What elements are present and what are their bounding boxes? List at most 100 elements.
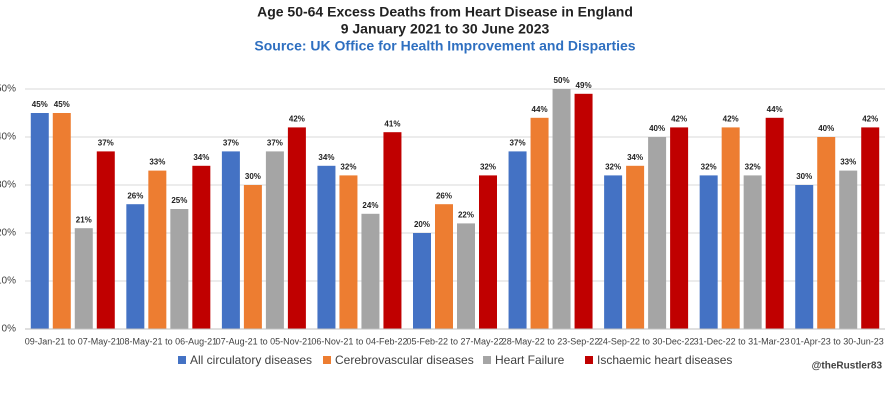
value-label: 32% <box>701 163 717 172</box>
bar <box>435 204 453 329</box>
x-tick-label: 07-Aug-21 to 05-Nov-21 <box>216 336 313 346</box>
bar <box>126 204 145 329</box>
value-label: 33% <box>149 158 165 167</box>
value-label: 37% <box>510 139 526 148</box>
legend-swatch <box>585 356 593 364</box>
value-label: 45% <box>54 100 70 109</box>
x-tick-label: 05-Feb-22 to 27-May-22 <box>406 336 503 346</box>
bar <box>96 151 115 329</box>
value-label: 24% <box>362 201 378 210</box>
bar <box>339 175 358 329</box>
y-tick-label: 10% <box>0 276 16 287</box>
value-label: 32% <box>340 163 356 172</box>
bar <box>530 117 549 329</box>
value-label: 26% <box>127 191 143 200</box>
value-label: 34% <box>318 153 334 162</box>
bar <box>626 165 645 329</box>
value-label: 37% <box>267 139 283 148</box>
chart-title: Age 50-64 Excess Deaths from Heart Disea… <box>257 4 633 20</box>
bar <box>74 228 93 329</box>
bar <box>604 175 623 329</box>
bar <box>817 137 836 329</box>
value-label: 37% <box>223 139 239 148</box>
x-tick-label: 06-Nov-21 to 04-Feb-22 <box>311 336 407 346</box>
value-label: 42% <box>862 115 878 124</box>
bar <box>457 223 475 329</box>
bar <box>508 151 527 329</box>
value-label: 34% <box>627 153 643 162</box>
value-label: 33% <box>840 158 856 167</box>
bar <box>743 175 762 329</box>
x-tick-label: 24-Sep-22 to 30-Dec-22 <box>598 336 695 346</box>
value-label: 32% <box>605 163 621 172</box>
value-label: 50% <box>554 76 570 85</box>
bar <box>243 185 262 329</box>
bar <box>287 127 306 330</box>
bar <box>699 175 718 329</box>
x-tick-label: 31-Dec-22 to 31-Mar-23 <box>694 336 790 346</box>
y-tick-label: 30% <box>0 180 16 191</box>
chart-subtitle: 9 January 2021 to 30 June 2023 <box>341 21 550 37</box>
value-label: 45% <box>32 100 48 109</box>
bar <box>795 185 814 329</box>
value-label: 41% <box>384 119 400 128</box>
legend-label: Ischaemic heart diseases <box>597 353 732 367</box>
x-tick-label: 08-May-21 to 06-Aug-21 <box>120 336 218 346</box>
value-label: 32% <box>745 163 761 172</box>
value-label: 49% <box>576 81 592 90</box>
bar <box>413 233 431 329</box>
value-label: 40% <box>818 124 834 133</box>
bar <box>30 113 49 329</box>
value-label: 21% <box>76 215 92 224</box>
bar <box>317 165 336 329</box>
legend-label: All circulatory diseases <box>190 353 312 367</box>
bar <box>670 127 689 330</box>
bar <box>170 209 189 329</box>
y-tick-label: 40% <box>0 132 16 143</box>
bar <box>574 93 593 329</box>
x-tick-label: 28-May-22 to 23-Sep-22 <box>502 336 600 346</box>
legend-label: Cerebrovascular diseases <box>335 353 474 367</box>
legend-swatch <box>323 356 331 364</box>
bar <box>52 113 71 329</box>
y-tick-label: 50% <box>0 84 16 95</box>
bar <box>721 127 740 330</box>
bar <box>479 175 497 329</box>
bar <box>192 165 211 329</box>
x-tick-label: 09-Jan-21 to 07-May-21 <box>25 336 121 346</box>
legend-swatch <box>178 356 186 364</box>
value-label: 40% <box>649 124 665 133</box>
bar <box>839 170 858 329</box>
x-tick-label: 01-Apr-23 to 30-Jun-23 <box>791 336 884 346</box>
value-label: 22% <box>458 211 474 220</box>
bar <box>383 132 402 329</box>
value-label: 30% <box>796 172 812 181</box>
value-label: 26% <box>436 191 452 200</box>
bar <box>861 127 880 330</box>
value-label: 30% <box>245 172 261 181</box>
value-label: 20% <box>414 220 430 229</box>
value-label: 32% <box>480 163 496 172</box>
bar <box>648 137 667 329</box>
bar <box>765 117 784 329</box>
value-label: 42% <box>671 115 687 124</box>
bar <box>265 151 284 329</box>
bar <box>221 151 240 329</box>
y-tick-label: 20% <box>0 228 16 239</box>
legend-swatch <box>483 356 491 364</box>
watermark: @theRustler83 <box>812 361 883 372</box>
value-label: 34% <box>193 153 209 162</box>
bar <box>361 213 380 329</box>
chart-source: Source: UK Office for Health Improvement… <box>254 38 635 54</box>
value-label: 44% <box>532 105 548 114</box>
value-label: 25% <box>171 196 187 205</box>
value-label: 37% <box>98 139 114 148</box>
y-tick-label: 0% <box>2 324 17 335</box>
bar <box>552 89 571 329</box>
legend-label: Heart Failure <box>495 353 565 367</box>
value-label: 44% <box>767 105 783 114</box>
value-label: 42% <box>723 115 739 124</box>
bar <box>148 170 167 329</box>
value-label: 42% <box>289 115 305 124</box>
